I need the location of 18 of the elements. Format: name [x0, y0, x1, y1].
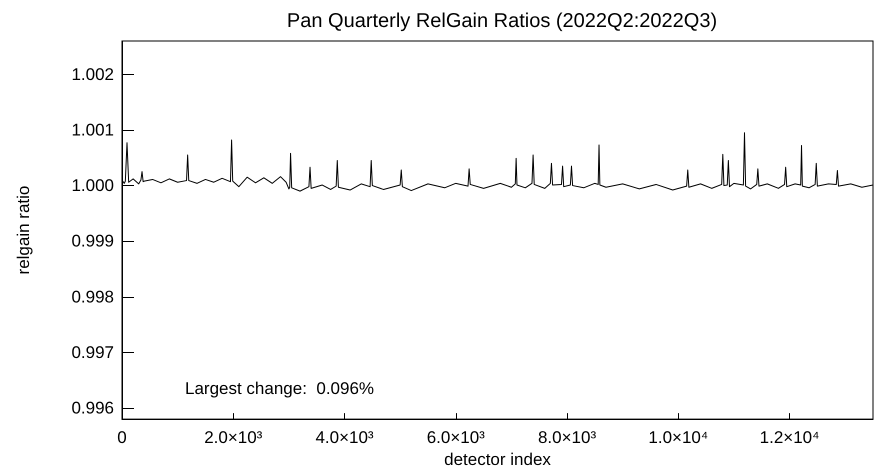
- chart-title: Pan Quarterly RelGain Ratios (2022Q2:2022Q3): [286, 10, 718, 32]
- x-tick-label: 2.0×10³: [204, 428, 263, 448]
- x-tick-label: 0: [117, 428, 127, 448]
- x-axis-title: detector index: [444, 450, 552, 469]
- annotation: Largest change: 0.096%: [185, 379, 374, 398]
- x-tick-label: 4.0×10³: [315, 428, 374, 448]
- y-tick-label: 0.999: [71, 232, 114, 251]
- y-tick-label: 0.997: [71, 342, 114, 362]
- y-tick-label: 0.998: [71, 287, 114, 306]
- y-tick-label: 1.002: [71, 64, 114, 84]
- y-tick-label: 1.000: [71, 176, 114, 196]
- x-tick-label: 8.0×10³: [538, 428, 596, 448]
- x-tick-label: 6.0×10³: [426, 428, 486, 448]
- x-tick-label: 1.2×10⁴: [760, 428, 820, 448]
- y-axis-title: relgain ratio: [14, 186, 33, 274]
- y-tick-label: 0.996: [71, 398, 114, 418]
- y-tick-label: 1.001: [71, 120, 114, 140]
- x-tick-label: 1.0×10⁴: [648, 428, 708, 448]
